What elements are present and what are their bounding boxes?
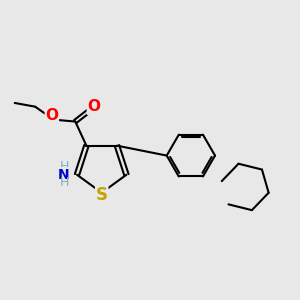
Text: N: N: [58, 168, 70, 182]
Text: O: O: [45, 109, 58, 124]
Text: H: H: [59, 160, 69, 173]
Text: O: O: [87, 99, 100, 114]
Text: S: S: [96, 186, 108, 204]
Text: H: H: [59, 176, 69, 189]
